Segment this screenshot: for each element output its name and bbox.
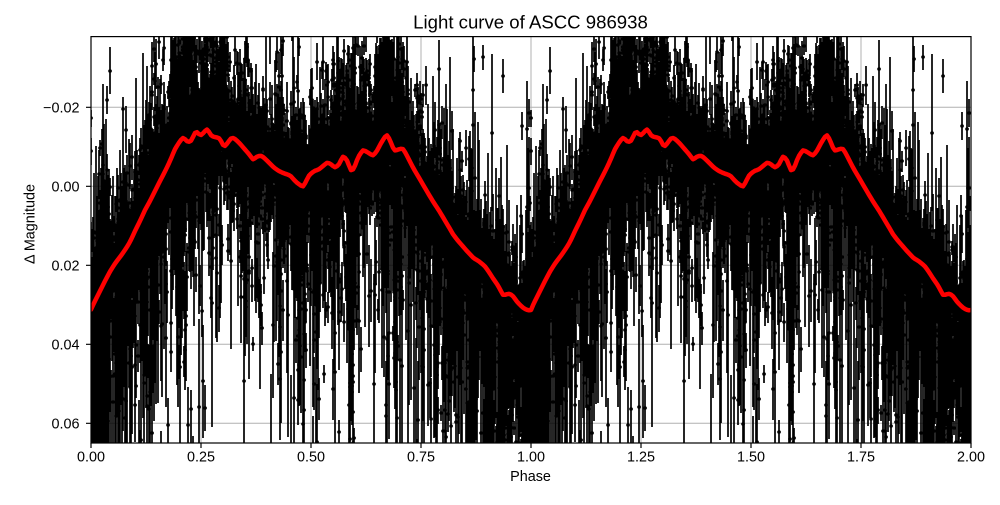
svg-text:Δ Magnitude: Δ Magnitude [22, 184, 38, 264]
svg-text:0.00: 0.00 [77, 450, 105, 466]
svg-text:0.75: 0.75 [407, 450, 435, 466]
svg-text:0.04: 0.04 [51, 338, 79, 354]
svg-text:1.50: 1.50 [737, 450, 765, 466]
svg-text:Phase: Phase [510, 469, 551, 485]
svg-text:Light curve of ASCC 986938: Light curve of ASCC 986938 [413, 12, 648, 33]
svg-text:1.75: 1.75 [847, 450, 875, 466]
svg-text:0.00: 0.00 [51, 180, 79, 196]
svg-text:1.25: 1.25 [627, 450, 655, 466]
svg-text:2.00: 2.00 [957, 450, 985, 466]
svg-text:1.00: 1.00 [517, 450, 545, 466]
svg-text:−0.02: −0.02 [43, 101, 79, 117]
svg-text:0.02: 0.02 [51, 259, 79, 275]
svg-text:0.25: 0.25 [187, 450, 215, 466]
svg-text:0.06: 0.06 [51, 417, 79, 433]
svg-text:0.50: 0.50 [297, 450, 325, 466]
